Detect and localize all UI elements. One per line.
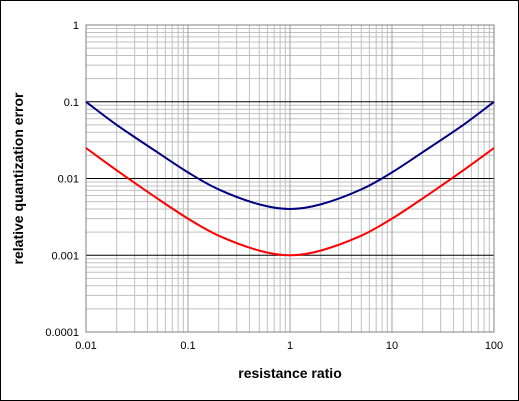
x-axis-title: resistance ratio [238, 365, 342, 381]
grid-layer [85, 24, 495, 333]
ticks-layer: 0.01 0.1 1 10 100 1 0.1 0.01 0.001 0.0001 [45, 20, 503, 352]
x-tick-label: 100 [485, 340, 503, 352]
x-tick-label: 1 [287, 340, 293, 352]
series-line-2 [85, 147, 495, 257]
y-tick-label: 1 [73, 20, 79, 32]
x-tick-label: 10 [386, 340, 398, 352]
y-tick-label: 0.01 [58, 174, 79, 186]
y-tick-label: 0.1 [64, 97, 79, 109]
y-axis-title: relative quantization error [10, 92, 26, 264]
y-tick-label: 0.001 [51, 250, 79, 262]
y-tick-label: 0.0001 [45, 327, 79, 339]
x-tick-label: 0.1 [180, 340, 195, 352]
x-tick-label: 0.01 [75, 340, 96, 352]
plot-frame [85, 24, 495, 333]
series-layer [85, 100, 495, 257]
series-line-1 [85, 100, 495, 211]
